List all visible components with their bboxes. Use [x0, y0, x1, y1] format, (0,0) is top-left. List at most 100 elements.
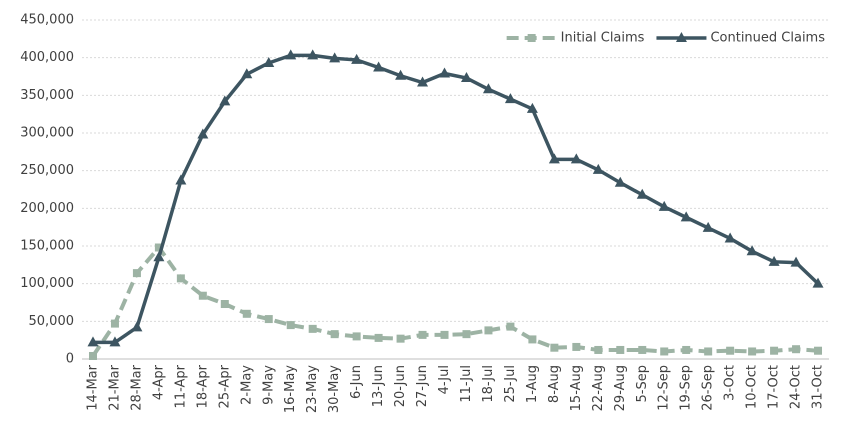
x-tick-label: 19-Sep [679, 365, 694, 411]
marker [154, 243, 163, 252]
y-tick-label: 0 [66, 352, 74, 367]
marker [220, 300, 229, 309]
marker [594, 345, 603, 354]
y-tick-label: 200,000 [20, 201, 74, 216]
marker [592, 163, 604, 174]
legend-label: Continued Claims [710, 31, 825, 46]
marker [570, 153, 582, 164]
x-tick-label: 25-Jul [503, 365, 518, 403]
marker [770, 346, 779, 355]
marker [768, 255, 780, 266]
marker [109, 336, 121, 347]
marker [748, 347, 757, 356]
marker [704, 347, 713, 356]
x-tick-label: 31-Oct [811, 365, 826, 409]
x-tick-label: 9-May [261, 365, 276, 405]
marker [572, 342, 581, 351]
marker [616, 345, 625, 354]
marker [462, 330, 471, 339]
y-tick-label: 100,000 [20, 276, 74, 291]
marker [724, 232, 736, 243]
legend-marker [675, 32, 687, 42]
x-tick-label: 14-Mar [85, 364, 100, 410]
x-tick-label: 12-Sep [657, 365, 672, 411]
x-tick-label: 15-Aug [569, 365, 584, 411]
marker [660, 347, 669, 356]
marker [285, 49, 297, 60]
y-tick-label: 50,000 [29, 314, 75, 329]
marker [506, 322, 515, 331]
y-tick-label: 350,000 [20, 88, 74, 103]
marker [88, 351, 97, 360]
marker [550, 343, 559, 352]
x-tick-label: 25-Apr [217, 364, 232, 408]
marker [504, 93, 516, 104]
x-tick-label: 27-Jun [415, 365, 430, 407]
x-tick-label: 17-Oct [767, 365, 782, 409]
marker [131, 321, 143, 332]
marker [219, 95, 231, 106]
y-tick-label: 300,000 [20, 126, 74, 141]
marker [264, 315, 273, 324]
marker [548, 153, 560, 164]
marker [792, 345, 801, 354]
marker [329, 52, 341, 63]
x-tick-label: 1-Aug [525, 365, 540, 403]
marker [198, 291, 207, 300]
y-tick-label: 250,000 [20, 163, 74, 178]
marker [396, 334, 405, 343]
x-tick-label: 20-Jun [393, 365, 408, 407]
x-tick-label: 16-May [283, 365, 298, 413]
x-tick-label: 30-May [327, 365, 342, 413]
marker [682, 345, 691, 354]
marker [638, 345, 647, 354]
x-tick-label: 24-Oct [789, 365, 804, 409]
marker [374, 333, 383, 342]
x-tick-label: 11-Jul [459, 365, 474, 403]
x-tick-label: 29-Aug [613, 365, 628, 411]
x-tick-label: 23-May [305, 365, 320, 413]
marker [242, 309, 251, 318]
marker [308, 324, 317, 333]
marker [373, 61, 385, 72]
x-tick-label: 26-Sep [701, 365, 716, 411]
marker [484, 326, 493, 335]
marker [153, 251, 165, 262]
marker [814, 346, 823, 355]
marker [175, 174, 187, 185]
marker [460, 72, 472, 83]
marker [702, 221, 714, 232]
marker [790, 256, 802, 267]
series [87, 49, 824, 347]
marker [726, 346, 735, 355]
marker [746, 245, 758, 256]
x-tick-label: 8-Aug [547, 365, 562, 403]
marker [417, 76, 429, 87]
x-tick-label: 22-Aug [591, 365, 606, 411]
x-tick-label: 2-May [239, 365, 254, 405]
marker [352, 332, 361, 341]
marker [658, 200, 670, 211]
y-tick-label: 150,000 [20, 239, 74, 254]
x-tick-label: 11-Apr [173, 364, 188, 408]
marker [482, 83, 494, 94]
x-tick-label: 18-Jul [481, 365, 496, 403]
series-line [91, 244, 819, 358]
marker [614, 176, 626, 187]
x-tick-label: 13-Jun [371, 365, 386, 407]
x-tick-label: 10-Oct [745, 365, 760, 409]
marker [330, 330, 339, 339]
legend-label: Initial Claims [561, 31, 645, 46]
marker [526, 102, 538, 113]
marker [286, 321, 295, 330]
x-tick-label: 5-Sep [635, 365, 650, 402]
marker [197, 128, 209, 139]
series-line [92, 53, 820, 345]
x-tick-label: 28-Mar [129, 364, 144, 410]
x-tick-label: 21-Mar [107, 364, 122, 410]
y-tick-label: 450,000 [20, 13, 74, 28]
marker [110, 319, 119, 328]
marker [132, 269, 141, 278]
x-tick-label: 6-Jun [349, 365, 364, 399]
